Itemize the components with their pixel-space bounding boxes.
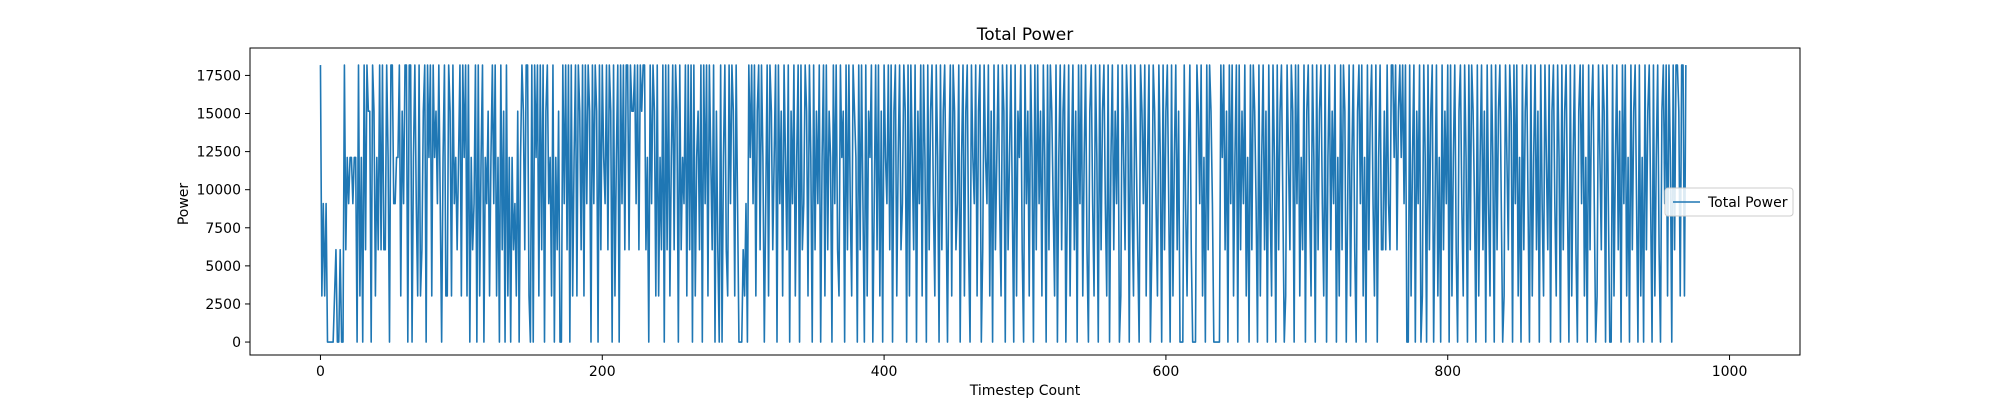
x-tick-label: 0: [316, 364, 325, 380]
x-tick-label: 1000: [1712, 364, 1748, 380]
x-axis: 0 200 400 600 800 1000: [316, 355, 1747, 380]
y-tick-label: 10000: [196, 183, 241, 199]
y-tick-label: 17500: [196, 68, 241, 84]
chart-title: Total Power: [976, 25, 1074, 45]
series-line-total-power: [319, 64, 1687, 343]
y-tick-label: 12500: [196, 145, 241, 161]
plot-area: [319, 64, 1687, 343]
y-tick-label: 2500: [205, 297, 241, 313]
x-tick-label: 200: [589, 364, 616, 380]
x-axis-label: Timestep Count: [969, 383, 1081, 399]
legend: Total Power: [1664, 187, 1794, 217]
y-tick-label: 0: [232, 335, 241, 351]
y-axis: 0 2500 5000 7500 10000 12500 15000 17500: [196, 68, 250, 351]
axes-frame: [249, 47, 1801, 356]
y-tick-label: 7500: [205, 221, 241, 237]
y-axis-label: Power: [176, 183, 192, 226]
x-tick-label: 600: [1153, 364, 1180, 380]
y-tick-label: 15000: [196, 107, 241, 123]
legend-label-total-power: Total Power: [1707, 195, 1788, 211]
x-tick-label: 800: [1434, 364, 1461, 380]
legend-box: [1664, 187, 1794, 217]
x-tick-label: 400: [871, 364, 898, 380]
y-tick-label: 5000: [205, 259, 241, 275]
